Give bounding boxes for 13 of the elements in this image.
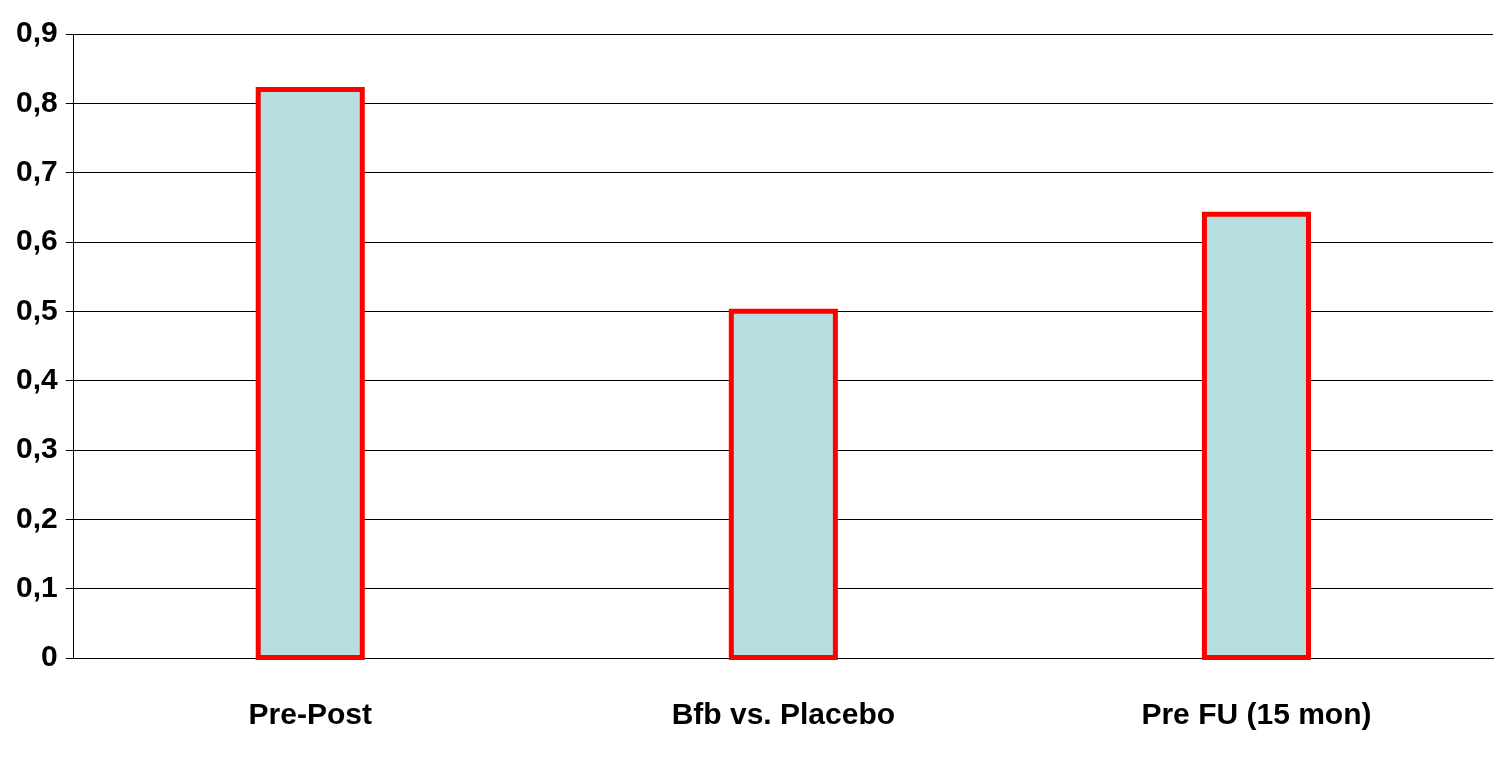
x-tick-label: Bfb vs. Placebo	[671, 697, 896, 731]
y-tick-label: 0,7	[15, 153, 58, 187]
y-tick-label: 0,2	[15, 500, 58, 534]
y-tick-label: 0,1	[15, 569, 58, 603]
y-tick-label: 0,9	[15, 15, 58, 49]
y-tick-label: 0	[41, 639, 58, 673]
y-tick-label: 0,8	[15, 84, 58, 118]
y-tick-label: 0,3	[15, 431, 58, 465]
y-tick-label: 0,5	[15, 292, 58, 326]
x-tick-label: Pre FU (15 mon)	[1141, 697, 1372, 731]
y-tick-label: 0,4	[15, 361, 58, 395]
y-tick-label: 0,6	[15, 223, 58, 257]
x-tick-label: Pre-Post	[248, 697, 372, 731]
